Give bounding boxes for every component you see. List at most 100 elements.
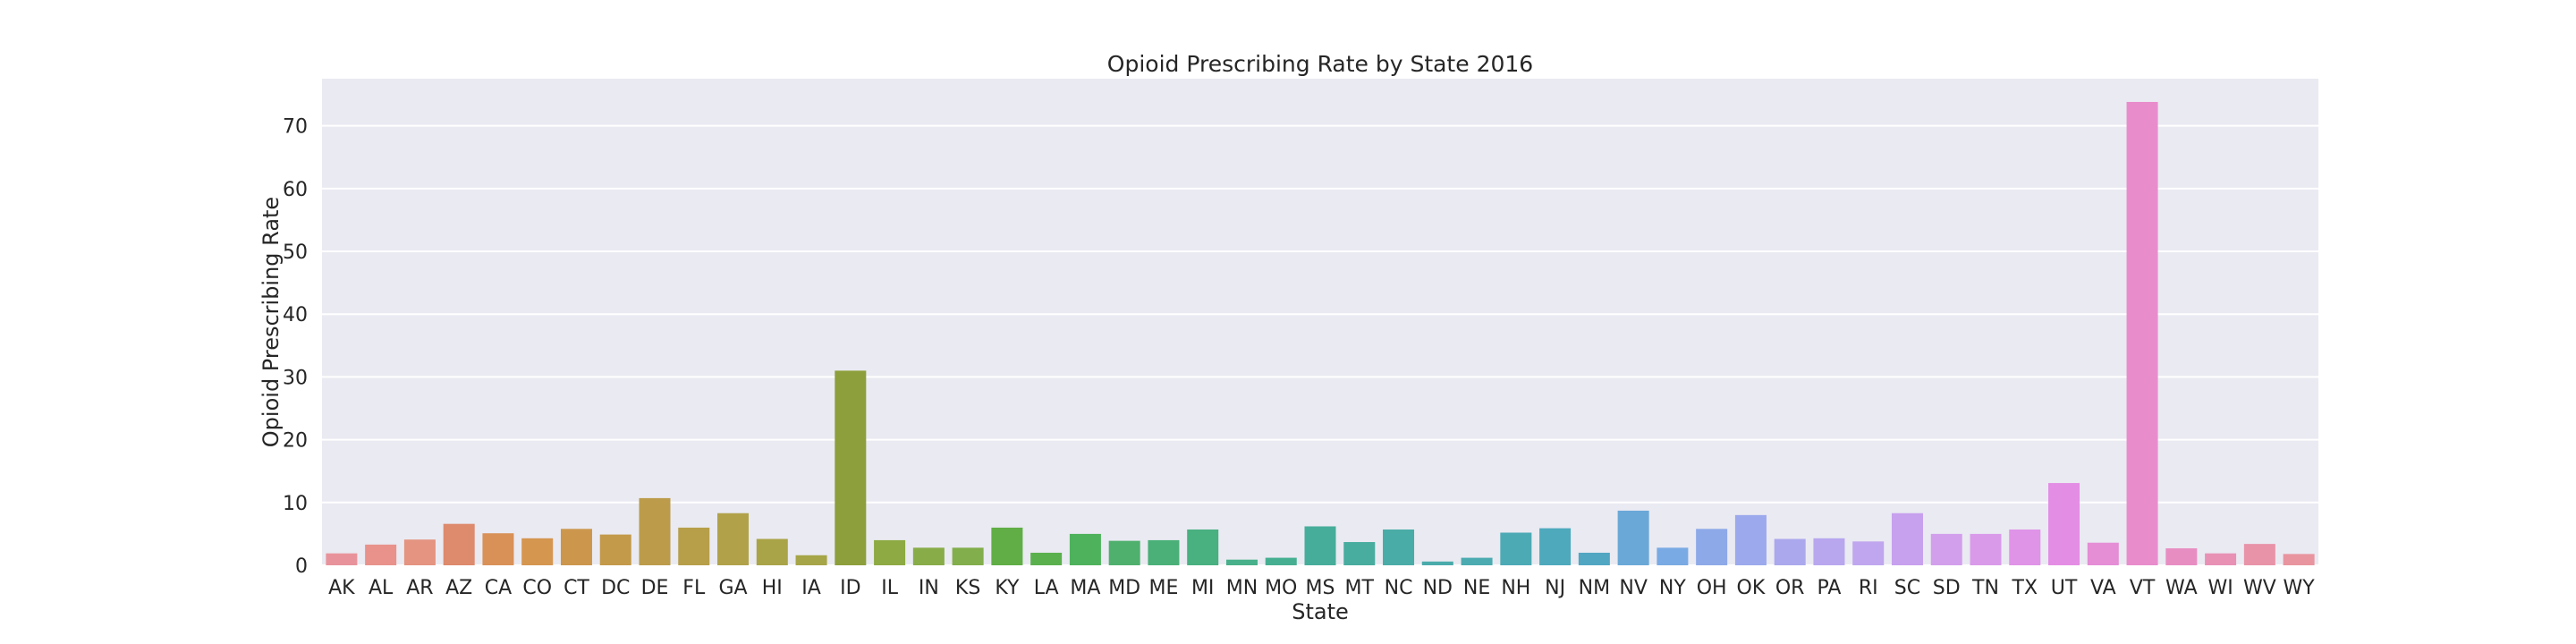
x-tick-label: FL bbox=[682, 577, 706, 599]
bar-or bbox=[1774, 538, 1806, 565]
chart-title: Opioid Prescribing Rate by State 2016 bbox=[1107, 51, 1533, 77]
x-tick-label: ID bbox=[840, 577, 860, 599]
bar-il bbox=[874, 539, 906, 565]
bar-pa bbox=[1813, 538, 1845, 565]
bar-mo bbox=[1265, 557, 1297, 565]
bar-de bbox=[639, 497, 671, 565]
bar-me bbox=[1148, 539, 1180, 565]
x-tick-label: DE bbox=[641, 577, 669, 599]
x-tick-label: AK bbox=[328, 577, 355, 599]
bar-ma bbox=[1069, 533, 1101, 565]
bar-vt bbox=[2126, 101, 2158, 565]
x-tick-label: TX bbox=[2012, 577, 2038, 599]
bar-az bbox=[443, 523, 475, 565]
bar-wy bbox=[2283, 554, 2315, 565]
x-tick-label: AZ bbox=[445, 577, 472, 599]
x-tick-label: MS bbox=[1306, 577, 1335, 599]
x-tick-label: MD bbox=[1108, 577, 1140, 599]
x-tick-label: RI bbox=[1859, 577, 1878, 599]
bar-ky bbox=[991, 527, 1023, 565]
bar-ks bbox=[952, 547, 984, 565]
bar-in bbox=[912, 547, 945, 565]
bar-dc bbox=[599, 534, 631, 565]
x-tick-label: NJ bbox=[1545, 577, 1565, 599]
plot-area bbox=[322, 79, 2318, 565]
bar-mi bbox=[1187, 529, 1219, 565]
x-tick-label: IL bbox=[881, 577, 898, 599]
bar-mn bbox=[1225, 559, 1258, 565]
x-tick-label: KS bbox=[955, 577, 980, 599]
bar-ny bbox=[1657, 547, 1689, 565]
bar-ar bbox=[403, 539, 436, 565]
bar-md bbox=[1108, 540, 1140, 565]
bar-sc bbox=[1891, 513, 1923, 565]
x-tick-label: PA bbox=[1817, 577, 1841, 599]
bar-ia bbox=[795, 555, 827, 565]
x-tick-label: LA bbox=[1034, 577, 1059, 599]
bar-ri bbox=[1852, 541, 1885, 565]
y-tick-label: 50 bbox=[283, 242, 308, 264]
x-tick-label: WA bbox=[2165, 577, 2198, 599]
x-tick-label: CO bbox=[522, 577, 552, 599]
bar-nc bbox=[1383, 529, 1415, 565]
x-tick-label: NH bbox=[1501, 577, 1530, 599]
x-tick-label: NC bbox=[1385, 577, 1413, 599]
x-tick-label: VT bbox=[2130, 577, 2156, 599]
x-tick-label: DC bbox=[601, 577, 630, 599]
bar-la bbox=[1030, 552, 1063, 565]
y-axis-label: Opioid Prescribing Rate bbox=[258, 197, 284, 447]
x-tick-label: NY bbox=[1659, 577, 1686, 599]
x-tick-label: NM bbox=[1579, 577, 1610, 599]
x-tick-labels: AK AL AR AZ CA CO CT DC DE FL GA HI IA ID IL IN KS KY LA MA… bbox=[328, 577, 2315, 599]
x-tick-label: CA bbox=[485, 577, 512, 599]
bar-al bbox=[365, 544, 397, 565]
x-tick-label: AL bbox=[369, 577, 394, 599]
bar-ct bbox=[560, 529, 592, 565]
bar-nv bbox=[1617, 510, 1649, 565]
bar-wv bbox=[2243, 544, 2275, 565]
x-tick-label: AR bbox=[406, 577, 433, 599]
x-tick-label: VA bbox=[2090, 577, 2116, 599]
y-tick-label: 40 bbox=[283, 304, 308, 326]
bar-hi bbox=[756, 538, 788, 565]
x-tick-label: NV bbox=[1619, 577, 1648, 599]
x-tick-label: MI bbox=[1191, 577, 1214, 599]
x-tick-label: CT bbox=[564, 577, 589, 599]
y-tick-label: 10 bbox=[283, 493, 308, 515]
x-tick-label: MO bbox=[1265, 577, 1297, 599]
y-tick-label: 70 bbox=[283, 116, 308, 139]
x-tick-label: WI bbox=[2207, 577, 2233, 599]
bar-sd bbox=[1930, 533, 1962, 565]
x-tick-label: TN bbox=[1971, 577, 1999, 599]
bar-wa bbox=[2165, 548, 2198, 565]
x-tick-label: NE bbox=[1463, 577, 1490, 599]
y-tick-labels: 0 10 20 30 40 50 60 70 bbox=[283, 116, 308, 578]
y-tick-label: 30 bbox=[283, 367, 308, 389]
bar-ms bbox=[1304, 526, 1336, 565]
bar-va bbox=[2087, 542, 2119, 565]
x-tick-label: WV bbox=[2243, 577, 2276, 599]
x-tick-label: HI bbox=[762, 577, 783, 599]
x-tick-label: OH bbox=[1697, 577, 1727, 599]
x-tick-label: IA bbox=[801, 577, 821, 599]
bar-oh bbox=[1696, 529, 1728, 565]
bar-nj bbox=[1539, 528, 1572, 565]
x-tick-label: IN bbox=[919, 577, 939, 599]
x-tick-label: UT bbox=[2051, 577, 2078, 599]
bar-nd bbox=[1421, 561, 1453, 565]
bar-ak bbox=[326, 553, 358, 565]
x-tick-label: SC bbox=[1894, 577, 1920, 599]
x-axis-label: State bbox=[1292, 599, 1349, 624]
bar-nm bbox=[1578, 552, 1610, 565]
bar-ga bbox=[717, 513, 750, 565]
x-tick-label: OK bbox=[1737, 577, 1766, 599]
bars bbox=[326, 101, 2315, 565]
y-tick-label: 60 bbox=[283, 179, 308, 201]
bar-fl bbox=[678, 527, 710, 565]
x-tick-label: MT bbox=[1345, 577, 1375, 599]
bar-tx bbox=[2009, 529, 2041, 565]
bar-ca bbox=[482, 533, 514, 565]
y-tick-label: 0 bbox=[295, 555, 308, 578]
bar-nh bbox=[1500, 532, 1532, 565]
